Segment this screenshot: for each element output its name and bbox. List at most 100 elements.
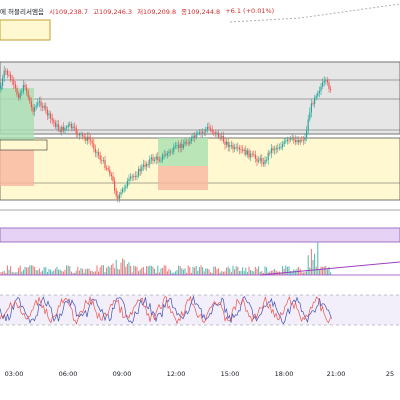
volume-bar (91, 270, 93, 275)
candle-body (19, 92, 21, 98)
volume-bar (274, 268, 276, 275)
candle-body (181, 143, 183, 148)
candle-body (35, 105, 37, 108)
volume-bar (5, 272, 7, 275)
candle-body (210, 128, 212, 130)
candle-body (18, 94, 20, 98)
volume-bar (194, 267, 196, 275)
volume-bar (19, 265, 21, 275)
volume-bar (294, 270, 296, 275)
candle-body (37, 102, 39, 106)
volume-bar (242, 267, 244, 275)
candle-body (299, 139, 301, 143)
candle-body (243, 149, 245, 151)
oscillator-band (0, 295, 400, 325)
volume-bar (162, 267, 164, 275)
candle-body (146, 163, 148, 167)
volume-bar (128, 262, 130, 275)
volume-bar (251, 270, 253, 275)
candle-body (246, 150, 248, 155)
price-chart[interactable] (0, 0, 400, 370)
volume-bar (149, 265, 151, 275)
volume-bar (21, 271, 23, 275)
volume-bar (269, 271, 271, 275)
volume-bar (136, 266, 138, 275)
candle-body (46, 109, 48, 116)
candle-body (8, 74, 10, 76)
candle-body (315, 95, 317, 98)
volume-bar (186, 272, 188, 275)
candle-body (274, 149, 276, 151)
candle-body (48, 113, 50, 116)
candle-body (264, 160, 266, 165)
volume-bar (171, 272, 173, 275)
volume-bar (328, 266, 330, 275)
volume-bar (320, 266, 322, 275)
candle-body (208, 126, 210, 129)
volume-bar (259, 271, 261, 275)
candle-body (157, 156, 159, 160)
candle-body (5, 70, 7, 72)
candle-body (154, 159, 156, 161)
volume-bar (62, 271, 64, 275)
volume-bar (315, 266, 317, 275)
volume-bar (222, 271, 224, 275)
legend-open: 시109,238.7 (48, 8, 88, 16)
candle-body (184, 141, 186, 145)
time-axis[interactable]: 03:00 06:00 09:00 12:00 15:00 18:00 21:0… (0, 370, 400, 386)
long-position-loss (0, 146, 34, 186)
volume-bar (158, 272, 160, 275)
x-tick: 25 (385, 370, 395, 378)
long-position-loss-2 (158, 166, 208, 190)
candle-body (322, 82, 324, 87)
candle-body (261, 157, 263, 163)
volume-bar (72, 272, 74, 275)
candlestick-series (0, 66, 332, 203)
volume-bar (8, 269, 10, 275)
volume-bar (133, 265, 135, 275)
candle-body (224, 141, 226, 145)
candle-body (6, 70, 8, 75)
legend-low: 저109,209.8 (137, 8, 177, 16)
volume-bar (75, 270, 77, 275)
volume-bar (53, 270, 55, 275)
volume-bar (131, 272, 133, 275)
volume-bar (302, 272, 304, 275)
candle-body (314, 97, 316, 104)
volume-bar (256, 268, 258, 275)
volume-bar (267, 272, 269, 275)
volume-bar (317, 242, 319, 275)
candle-body (10, 74, 12, 80)
volume-bar (213, 266, 215, 275)
candle-body (117, 195, 119, 199)
candle-body (53, 120, 55, 123)
candle-body (123, 188, 125, 190)
candle-body (75, 127, 77, 134)
volume-bar (306, 271, 308, 275)
candle-body (80, 133, 82, 135)
oscillator-series (0, 295, 332, 325)
candle-body (195, 133, 197, 138)
volume-bar (94, 271, 96, 275)
candle-body (226, 141, 228, 145)
candle-body (163, 154, 165, 156)
candle-body (230, 145, 232, 146)
candle-body (170, 151, 172, 153)
candle-body (205, 129, 207, 132)
x-tick: 18:00 (274, 370, 294, 378)
x-tick: 12:00 (166, 370, 186, 378)
volume-bar (307, 255, 309, 275)
volume-bar (160, 268, 162, 275)
volume-bar (272, 270, 274, 275)
volume-bar (30, 265, 32, 275)
oscillator-line (0, 295, 332, 325)
candle-body (149, 159, 151, 165)
candle-body (32, 107, 34, 112)
candle-body (86, 136, 88, 141)
candle-body (307, 119, 309, 131)
volume-bar (43, 267, 45, 275)
candle-body (269, 152, 271, 154)
candle-body (72, 126, 74, 129)
candle-body (82, 133, 84, 136)
volume-bar (275, 270, 277, 275)
